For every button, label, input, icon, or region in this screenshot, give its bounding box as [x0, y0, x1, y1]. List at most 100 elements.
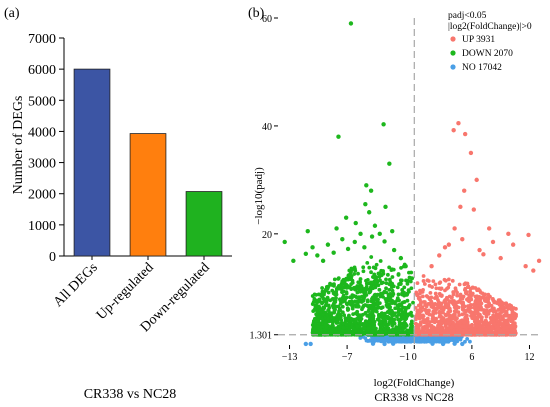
no-point: [443, 337, 448, 342]
down-point: [370, 329, 375, 334]
down-point: [322, 306, 327, 311]
down-point: [403, 317, 408, 322]
down-point: [381, 122, 386, 127]
up-point: [456, 121, 461, 126]
down-point: [401, 321, 406, 326]
down-point: [371, 265, 376, 270]
down-point: [369, 255, 374, 259]
up-point: [476, 300, 481, 305]
down-point: [399, 265, 403, 270]
up-point: [418, 306, 423, 311]
down-point: [379, 268, 384, 273]
up-point: [466, 284, 471, 289]
down-point: [390, 275, 395, 279]
up-point: [444, 305, 449, 309]
down-point: [411, 300, 415, 305]
down-point: [371, 325, 376, 330]
no-point: [448, 338, 453, 343]
down-point: [399, 304, 403, 308]
up-point: [421, 288, 425, 292]
down-point: [365, 314, 370, 318]
down-point: [352, 287, 357, 292]
down-point: [374, 329, 379, 334]
down-point: [384, 286, 388, 291]
down-point: [341, 325, 346, 330]
down-point: [405, 298, 410, 303]
no-point: [303, 341, 309, 347]
down-point: [396, 292, 401, 297]
no-point: [370, 341, 376, 346]
down-point: [321, 296, 326, 301]
down-point: [403, 309, 408, 314]
down-point: [384, 277, 388, 282]
down-point: [350, 306, 355, 311]
up-point: [452, 226, 457, 231]
down-point: [336, 134, 341, 139]
bar-chart: 0 1000 2000 3000 4000 5000 6000 7000 All DEGsUp…: [11, 32, 232, 402]
bar: [185, 191, 223, 257]
up-point: [468, 295, 473, 300]
volcano-y-tick-label: 1.301: [250, 331, 273, 342]
down-point: [312, 316, 317, 321]
up-point: [496, 299, 501, 303]
down-point: [352, 239, 357, 245]
down-point: [386, 326, 391, 331]
up-point: [454, 307, 459, 311]
up-point: [445, 286, 449, 291]
up-point: [431, 310, 436, 314]
down-point: [343, 215, 349, 220]
up-point: [510, 314, 515, 319]
down-point: [371, 295, 375, 300]
no-point: [395, 336, 400, 341]
down-point: [313, 322, 318, 326]
down-point: [388, 305, 392, 309]
up-point: [443, 324, 448, 328]
up-point: [420, 316, 425, 320]
down-point: [405, 281, 410, 286]
down-point: [315, 253, 320, 258]
down-point: [325, 298, 330, 302]
bar: [129, 133, 167, 257]
down-point: [331, 316, 336, 320]
bar-y-axis-label: Number of DEGs: [11, 96, 26, 195]
up-point: [446, 242, 452, 247]
up-point: [437, 253, 442, 258]
down-point: [361, 269, 366, 274]
down-point: [366, 308, 371, 313]
down-point: [345, 308, 350, 312]
down-point: [410, 321, 414, 326]
up-point: [484, 319, 488, 324]
up-point: [426, 279, 431, 283]
up-point: [434, 286, 439, 291]
down-point: [367, 265, 372, 270]
bar-y-tick-label: 2000: [28, 188, 56, 203]
up-point: [418, 288, 422, 293]
up-point: [451, 316, 456, 321]
volcano-x-tick-label: −7: [342, 352, 353, 363]
down-point: [392, 321, 397, 326]
up-point: [526, 232, 531, 238]
down-point: [402, 285, 407, 290]
down-point: [402, 332, 407, 337]
down-point: [320, 258, 326, 264]
down-point: [371, 299, 376, 304]
up-point: [427, 302, 432, 306]
up-point: [443, 278, 448, 283]
bar-x-tick-label: Up-regulated: [94, 260, 157, 323]
down-point: [383, 297, 388, 302]
up-point: [457, 299, 462, 303]
no-point: [382, 341, 387, 347]
down-point: [390, 228, 395, 234]
up-point: [424, 310, 429, 315]
down-point: [345, 246, 351, 252]
up-point: [446, 277, 451, 282]
up-point: [494, 332, 498, 337]
down-point: [338, 308, 343, 313]
down-point: [407, 275, 412, 280]
volcano-caption: CR338 vs NC28: [374, 390, 453, 404]
up-point: [475, 319, 480, 324]
up-point: [421, 326, 425, 331]
down-point: [373, 285, 378, 290]
up-point: [416, 332, 421, 337]
up-point: [421, 274, 426, 278]
